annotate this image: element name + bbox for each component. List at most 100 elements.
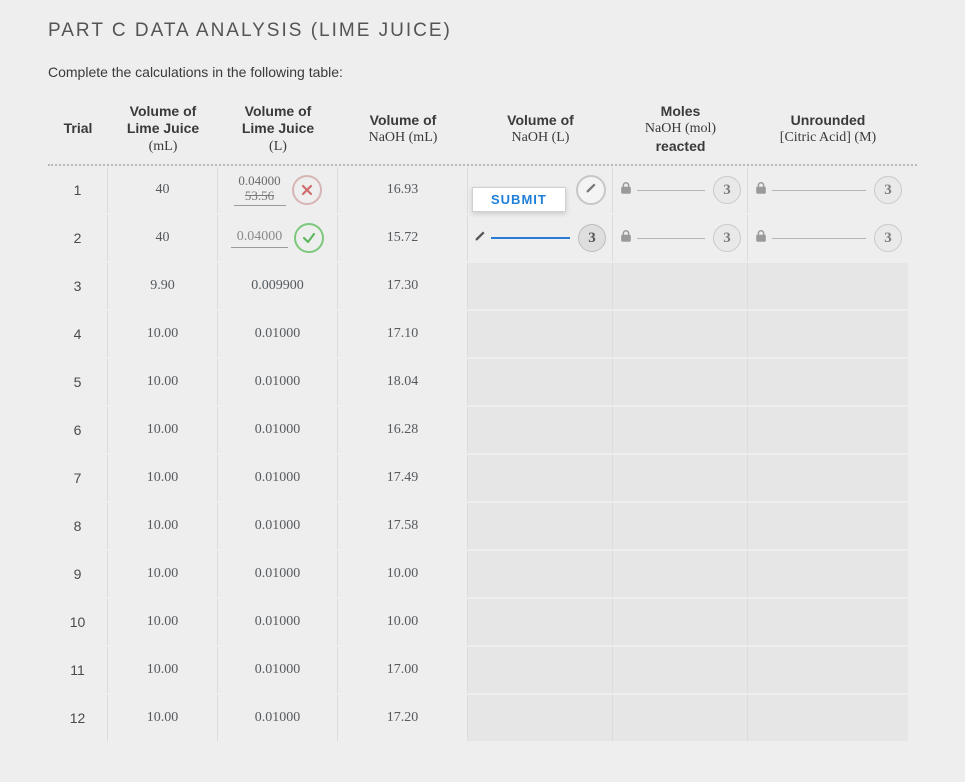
cell-moles-naoh: 3	[613, 167, 748, 213]
cell-naoh-ml: 17.20	[338, 695, 468, 741]
cell-value: 0.01000	[255, 710, 301, 726]
cell-naoh-ml: 16.28	[338, 407, 468, 453]
cell-value: 0.01000	[255, 566, 301, 582]
cell-naoh-l: SUBMIT 3	[468, 215, 613, 261]
cell-naoh-ml: 16.93	[338, 167, 468, 213]
cell-naoh-l	[468, 551, 613, 597]
answer-input[interactable]: 3	[468, 224, 612, 252]
table-header-row: Trial Volume of Lime Juice (mL) Volume o…	[48, 96, 917, 166]
cell-citric-acid: 3	[748, 167, 908, 213]
cell-lime-juice-ml: 10.00	[108, 455, 218, 501]
cell-lime-juice-ml: 10.00	[108, 599, 218, 645]
cell-moles-naoh	[613, 503, 748, 549]
cell-moles-naoh	[613, 455, 748, 501]
cell-moles-naoh	[613, 647, 748, 693]
cell-value: 0.01000	[255, 614, 301, 630]
cell-naoh-l	[468, 503, 613, 549]
correct-icon	[294, 223, 324, 253]
cell-trial: 6	[48, 407, 108, 453]
cell-naoh-l	[468, 407, 613, 453]
entered-value-correct: 0.04000	[231, 229, 289, 248]
table-row: 12 10.00 0.01000 17.20	[48, 694, 917, 742]
cell-naoh-ml: 17.30	[338, 263, 468, 309]
corrected-value: 0.04000	[238, 174, 280, 188]
cell-citric-acid	[748, 263, 908, 309]
cell-citric-acid: 3	[748, 215, 908, 261]
cell-lime-juice-ml: 10.00	[108, 647, 218, 693]
col-header-naoh-ml: Volume of NaOH (mL)	[338, 112, 468, 147]
locked-input: 3	[613, 176, 747, 204]
cell-trial: 11	[48, 647, 108, 693]
table-row: 7 10.00 0.01000 17.49	[48, 454, 917, 502]
wrong-icon	[292, 175, 322, 205]
cell-lime-juice-l: 0.009900	[218, 263, 338, 309]
cell-trial: 3	[48, 263, 108, 309]
cell-moles-naoh	[613, 695, 748, 741]
cell-trial: 2	[48, 215, 108, 261]
table-row: 3 9.90 0.009900 17.30	[48, 262, 917, 310]
attempts-counter: 3	[713, 176, 741, 204]
cell-citric-acid	[748, 647, 908, 693]
cell-trial: 12	[48, 695, 108, 741]
table-row: 10 10.00 0.01000 10.00	[48, 598, 917, 646]
pencil-icon	[474, 229, 487, 247]
cell-lime-juice-l: 0.04000	[218, 215, 338, 261]
attempts-counter: 3	[874, 176, 902, 204]
cell-moles-naoh	[613, 263, 748, 309]
table-row: 9 10.00 0.01000 10.00	[48, 550, 917, 598]
cell-citric-acid	[748, 407, 908, 453]
cell-lime-juice-l: 0.01000	[218, 311, 338, 357]
attempts-counter: 3	[713, 224, 741, 252]
cell-lime-juice-l: 0.01000	[218, 407, 338, 453]
table-row: 4 10.00 0.01000 17.10	[48, 310, 917, 358]
cell-citric-acid	[748, 695, 908, 741]
cell-moles-naoh	[613, 551, 748, 597]
cell-naoh-l	[468, 599, 613, 645]
table-row: 8 10.00 0.01000 17.58	[48, 502, 917, 550]
cell-citric-acid	[748, 551, 908, 597]
cell-naoh-l	[468, 695, 613, 741]
col-header-naoh-l: Volume of NaOH (L)	[468, 112, 613, 147]
entered-value-wrong: 53.56	[234, 189, 286, 206]
cell-lime-juice-ml: 9.90	[108, 263, 218, 309]
cell-naoh-ml: 17.00	[338, 647, 468, 693]
cell-naoh-ml: 15.72	[338, 215, 468, 261]
instruction-text: Complete the calculations in the followi…	[48, 64, 917, 80]
cell-lime-juice-ml: 10.00	[108, 359, 218, 405]
cell-naoh-ml: 10.00	[338, 551, 468, 597]
col-header-citric-acid: Unrounded [Citric Acid] (M)	[748, 112, 908, 147]
cell-lime-juice-l: 0.01000	[218, 551, 338, 597]
cell-citric-acid	[748, 455, 908, 501]
cell-naoh-ml: 17.10	[338, 311, 468, 357]
cell-value: 0.01000	[255, 518, 301, 534]
col-header-moles-naoh: Moles NaOH (mol) reacted	[613, 103, 748, 156]
cell-value: 0.01000	[255, 326, 301, 342]
cell-citric-acid	[748, 503, 908, 549]
section-title: PART C DATA ANALYSIS (LIME JUICE)	[48, 20, 917, 42]
cell-trial: 9	[48, 551, 108, 597]
cell-lime-juice-l: 0.01000	[218, 359, 338, 405]
col-header-trial: Trial	[48, 120, 108, 138]
cell-moles-naoh	[613, 311, 748, 357]
cell-trial: 7	[48, 455, 108, 501]
table-row: 2 40 0.04000 15.72 SUBMIT 3 3 3	[48, 214, 917, 262]
lock-icon	[754, 229, 768, 248]
cell-naoh-l	[468, 647, 613, 693]
cell-value: 0.01000	[255, 374, 301, 390]
submit-button[interactable]: SUBMIT	[472, 187, 566, 212]
edit-button[interactable]	[576, 175, 606, 205]
cell-naoh-ml: 10.00	[338, 599, 468, 645]
locked-input: 3	[613, 224, 747, 252]
cell-trial: 1	[48, 167, 108, 213]
cell-trial: 8	[48, 503, 108, 549]
cell-lime-juice-ml: 10.00	[108, 503, 218, 549]
lock-icon	[619, 181, 633, 200]
cell-naoh-l	[468, 311, 613, 357]
cell-lime-juice-ml: 40	[108, 167, 218, 213]
cell-trial: 4	[48, 311, 108, 357]
cell-citric-acid	[748, 359, 908, 405]
cell-value: 0.01000	[255, 470, 301, 486]
locked-input: 3	[748, 224, 908, 252]
col-header-lime-juice-l: Volume of Lime Juice (L)	[218, 103, 338, 156]
cell-moles-naoh	[613, 359, 748, 405]
